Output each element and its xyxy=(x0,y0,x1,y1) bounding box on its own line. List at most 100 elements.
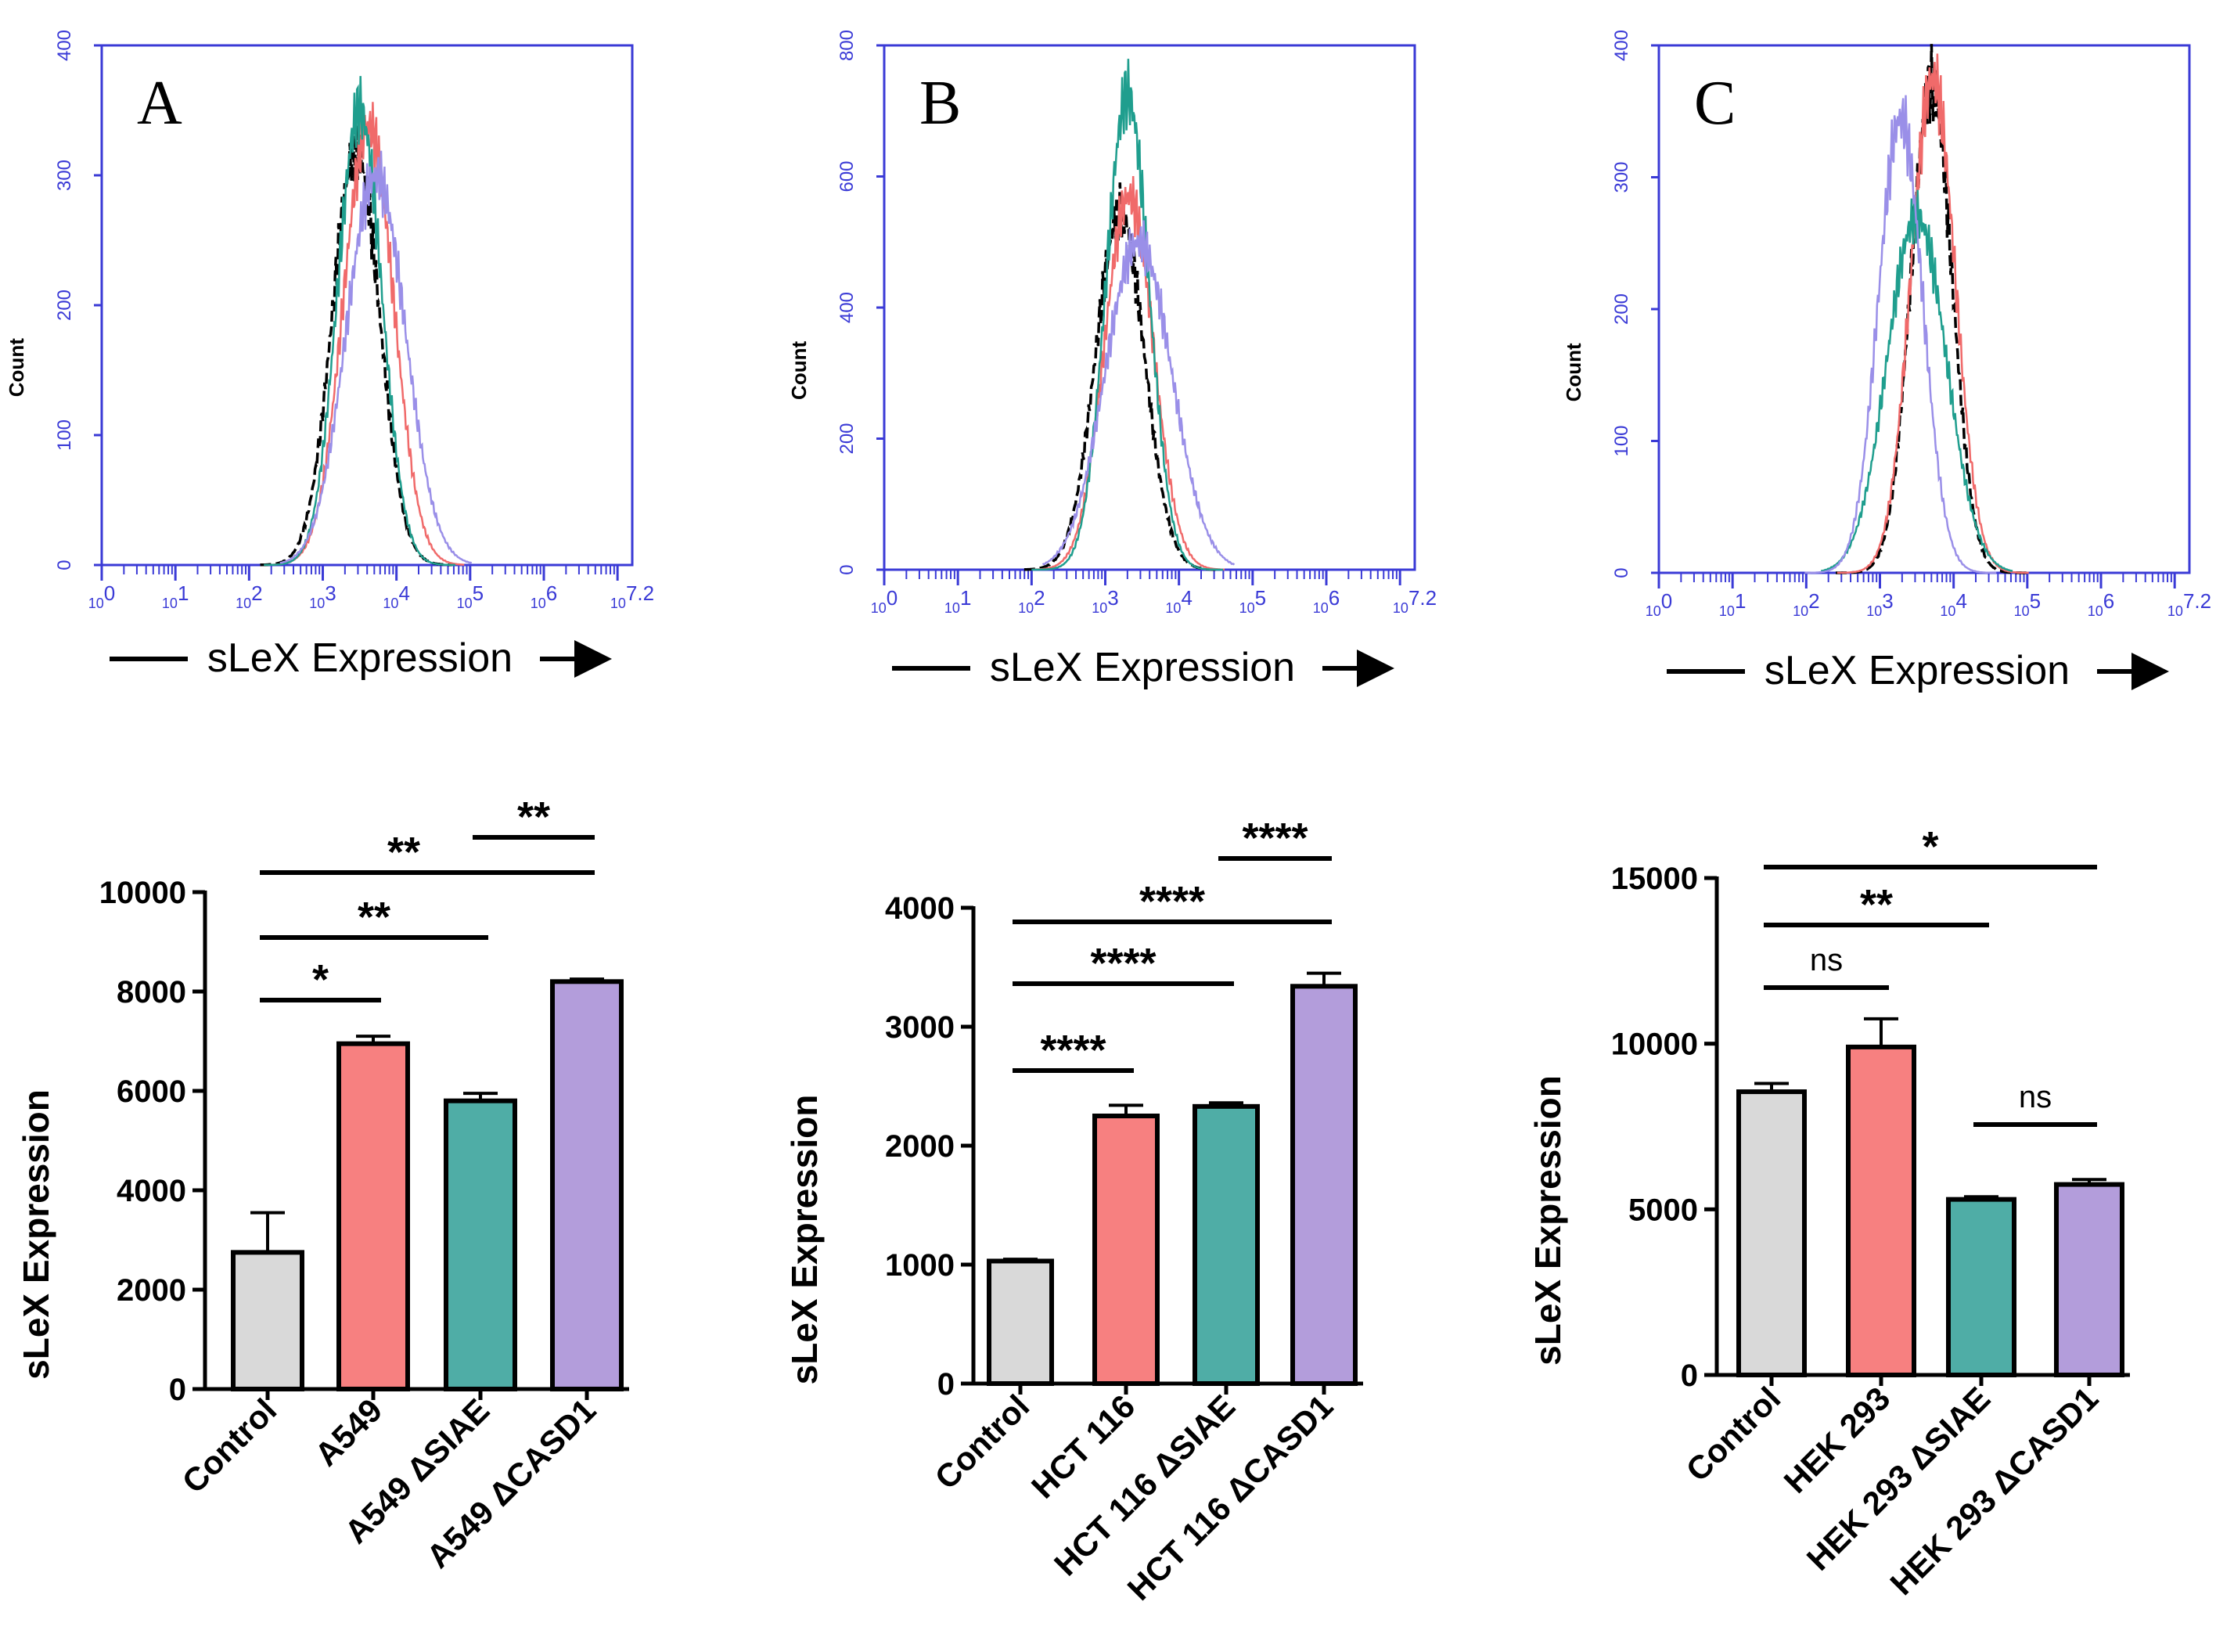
x-tick-exponent: 2 xyxy=(1034,586,1045,610)
x-tick-label: 104 xyxy=(1165,586,1193,616)
bar-1[interactable] xyxy=(1092,1114,1160,1386)
x-tick-label: 107.2 xyxy=(2167,589,2211,619)
x-tick-label: 103 xyxy=(309,581,336,611)
x-tick-label: 103 xyxy=(1866,589,1894,619)
x-tick-label: 100 xyxy=(871,586,898,616)
x-tick-label: 100 xyxy=(88,581,116,611)
bar-3[interactable] xyxy=(550,979,624,1392)
category-label: Control xyxy=(1679,1380,1788,1488)
significance-label: **** xyxy=(1139,878,1205,925)
significance-label: ** xyxy=(1860,881,1893,928)
significance-label: ** xyxy=(517,794,550,840)
bar-2[interactable] xyxy=(1946,1197,2016,1377)
category-label: Control xyxy=(175,1391,284,1500)
y-tick-label: 600 xyxy=(836,160,858,192)
bar-2[interactable] xyxy=(1193,1103,1260,1386)
bar-chart-a: 0 2000 4000 6000 8000 10000 sLeX Expression Con… xyxy=(16,794,629,1575)
category-label: HCT 116 ΔSIAE xyxy=(1047,1387,1242,1582)
x-tick-exponent: 1 xyxy=(960,586,971,610)
x-tick-exponent: 0 xyxy=(104,581,115,605)
significance-label: **** xyxy=(1090,940,1156,987)
x-tick-label: 105 xyxy=(457,581,484,611)
y-tick-label: 0 xyxy=(1681,1359,1698,1393)
significance-label: ** xyxy=(387,829,420,876)
x-tick-exponent: 0 xyxy=(887,586,898,610)
panel-letter: B xyxy=(919,69,961,138)
x-axis-title: sLeX Expression xyxy=(207,635,513,681)
histogram-curve-2 xyxy=(264,76,456,567)
x-tick-exponent: 5 xyxy=(473,581,484,605)
y-tick-label: 100 xyxy=(54,419,75,451)
x-tick-exponent: 4 xyxy=(1955,589,1966,613)
category-label: Control xyxy=(928,1387,1037,1496)
x-tick-label: 106 xyxy=(531,581,558,611)
y-tick-label: 400 xyxy=(836,292,858,323)
x-tick-label: 106 xyxy=(1313,586,1340,616)
bar-0[interactable] xyxy=(231,1250,304,1391)
bar-3[interactable] xyxy=(1290,984,1358,1386)
category-label: A549 xyxy=(308,1391,389,1473)
significance-label: **** xyxy=(1040,1027,1106,1074)
significance-label: ** xyxy=(358,894,390,941)
x-tick-label: 102 xyxy=(1793,589,1820,619)
histogram-curve-2 xyxy=(1820,189,2013,572)
bar-3[interactable] xyxy=(2054,1182,2124,1378)
x-tick-label: 101 xyxy=(162,581,189,611)
x-tick-label: 105 xyxy=(2014,589,2042,619)
x-tick-exponent: 7.2 xyxy=(1408,586,1437,610)
y-axis-title: sLeX Expression xyxy=(16,1089,56,1380)
bar-0[interactable] xyxy=(1736,1089,1807,1378)
y-tick-label: 300 xyxy=(54,160,75,191)
histogram-curve-0 xyxy=(1836,44,2027,574)
category-label: HEK 293 ΔCASD1 xyxy=(1883,1380,2105,1602)
y-tick-label: 10000 xyxy=(99,876,186,910)
x-tick-exponent: 6 xyxy=(2103,589,2114,613)
x-tick-exponent: 6 xyxy=(546,581,557,605)
bar-1[interactable] xyxy=(336,1041,410,1392)
y-tick-label: 1000 xyxy=(885,1248,955,1283)
x-tick-label: 104 xyxy=(383,581,409,611)
y-tick-label: 400 xyxy=(1611,30,1632,61)
y-axis-title: Count xyxy=(787,341,811,400)
y-tick-label: 0 xyxy=(54,560,75,570)
significance-label: ns xyxy=(2019,1080,2052,1114)
histogram-curve-1 xyxy=(1836,53,2029,574)
x-tick-exponent: 6 xyxy=(1329,586,1340,610)
x-tick-label: 107.2 xyxy=(610,581,654,611)
x-tick-label: 103 xyxy=(1092,586,1119,616)
y-tick-label: 4000 xyxy=(117,1174,186,1208)
x-tick-label: 100 xyxy=(1646,589,1673,619)
histogram-curve-2 xyxy=(1031,59,1224,571)
x-tick-label: 107.2 xyxy=(1393,586,1437,616)
y-tick-label: 3000 xyxy=(885,1010,955,1045)
y-tick-label: 100 xyxy=(1611,425,1632,456)
y-tick-label: 0 xyxy=(169,1373,186,1407)
y-tick-label: 6000 xyxy=(117,1074,186,1109)
bar-2[interactable] xyxy=(444,1098,517,1391)
y-tick-label: 200 xyxy=(836,423,858,454)
histogram-curve-0 xyxy=(1023,182,1216,571)
significance-label: * xyxy=(1922,823,1938,870)
x-tick-label: 105 xyxy=(1239,586,1267,616)
x-tick-exponent: 4 xyxy=(398,581,409,605)
y-tick-label: 0 xyxy=(1611,567,1632,578)
x-tick-exponent: 1 xyxy=(178,581,189,605)
x-tick-label: 102 xyxy=(236,581,263,611)
y-tick-label: 0 xyxy=(836,564,858,574)
bar-0[interactable] xyxy=(987,1258,1054,1386)
x-tick-exponent: 7.2 xyxy=(626,581,654,605)
x-tick-exponent: 5 xyxy=(2030,589,2041,613)
y-tick-label: 8000 xyxy=(117,975,186,1010)
y-tick-label: 300 xyxy=(1611,161,1632,193)
y-tick-label: 400 xyxy=(54,30,75,61)
bar-1[interactable] xyxy=(1846,1044,1916,1378)
y-tick-label: 2000 xyxy=(885,1129,955,1164)
significance-label: **** xyxy=(1242,815,1308,862)
